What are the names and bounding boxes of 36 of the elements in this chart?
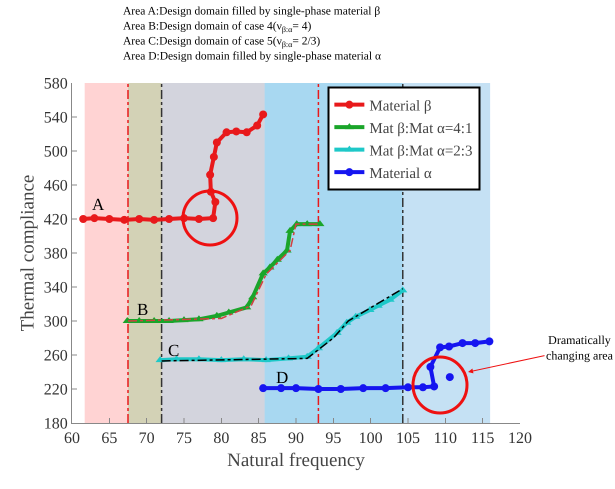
x-tick-label: 85: [250, 430, 267, 448]
x-tick-label: 120: [508, 430, 532, 448]
legend-label: Mat β:Mat α=4:1: [369, 121, 472, 137]
legend-label: Material α: [369, 166, 432, 182]
text: Dramatically changing area: [546, 333, 614, 363]
legend-label: Mat β:Mat α=2:3: [369, 144, 472, 160]
x-tick-label: 105: [396, 430, 420, 448]
y-tick-label: 460: [44, 178, 68, 195]
y-tick-label: 380: [44, 246, 68, 263]
legend-label: Material β: [369, 98, 432, 114]
y-tick-label: 420: [44, 212, 68, 229]
y-tick-label: 300: [44, 314, 68, 331]
x-tick-label: 65: [101, 430, 118, 448]
x-tick-label: 115: [470, 430, 494, 448]
x-tick-label: 75: [176, 430, 192, 448]
y-tick-label: 540: [44, 110, 68, 127]
y-axis-title: Thermal compliance: [18, 174, 39, 332]
x-tick-label: 100: [358, 430, 383, 448]
y-tick-label: 220: [44, 382, 68, 399]
x-tick-label: 60: [64, 430, 80, 448]
x-tick-label: 90: [288, 430, 304, 448]
y-tick-label: 340: [44, 280, 68, 297]
annotation: D: [276, 368, 288, 387]
x-tick-label: 70: [138, 430, 155, 448]
x-tick-label: 95: [325, 430, 342, 448]
annotation: A: [92, 195, 105, 214]
y-tick-label: 180: [44, 416, 68, 433]
y-tick-label: 260: [44, 348, 68, 365]
y-tick-label: 500: [44, 144, 68, 161]
annotation: C: [168, 341, 180, 360]
annotation: B: [137, 300, 148, 319]
y-tick-label: 580: [44, 76, 68, 93]
x-tick-label: 80: [213, 430, 230, 448]
x-axis-title: Natural frequency: [227, 450, 366, 471]
x-tick-label: 110: [434, 430, 458, 448]
chart-title: Area A:Design domain filled by single-phase material β Area B:Design domain of case 4(ν$_{β:α}$= 4) Area C:Design domain of case 5(ν$_{β:α}$= 2/3) Area D:Design domain filled by single-phase material α: [123, 6, 381, 63]
